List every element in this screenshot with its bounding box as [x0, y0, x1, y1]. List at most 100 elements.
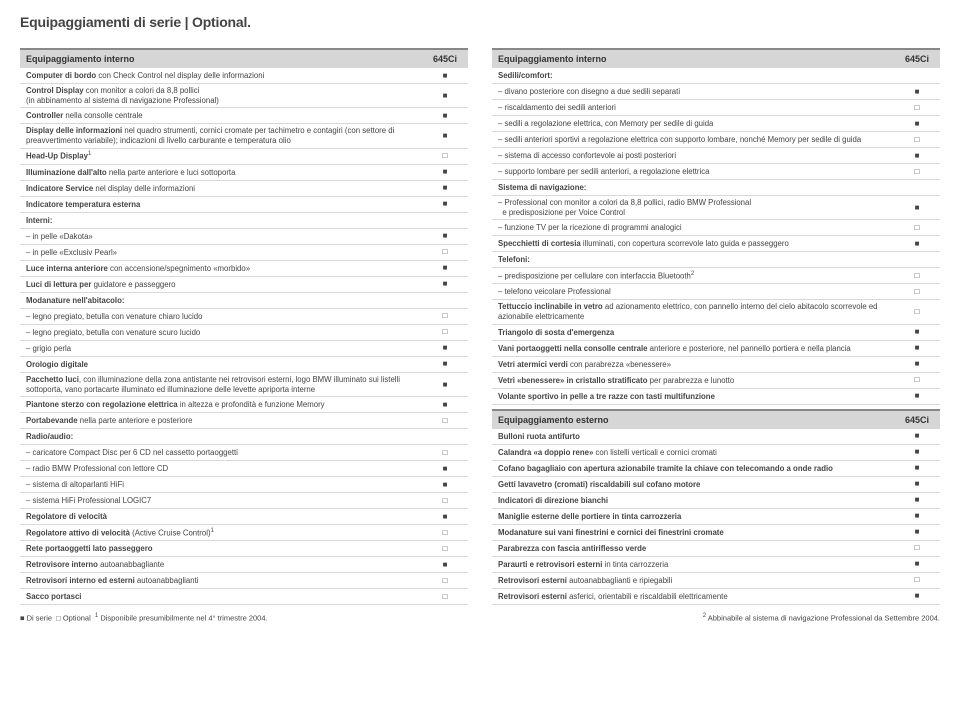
equipment-label: Triangolo di sosta d'emergenza — [498, 328, 900, 338]
equipment-row: Cofano bagagliaio con apertura azionabil… — [492, 461, 940, 477]
equipment-mark: □ — [428, 545, 462, 553]
equipment-row: – sedili a regolazione elettrica, con Me… — [492, 116, 940, 132]
equipment-label: Retrovisore interno autoanabbagliante — [26, 560, 428, 570]
equipment-mark: ■ — [900, 480, 934, 488]
equipment-label: – sistema HiFi Professional LOGIC7 — [26, 496, 428, 506]
equipment-mark: □ — [428, 417, 462, 425]
equipment-label: – in pelle «Dakota» — [26, 232, 428, 242]
footer: ■ Di serie □ Optional 1 Disponibile pres… — [20, 613, 940, 623]
equipment-row: – sistema di accesso confortevole ai pos… — [492, 148, 940, 164]
equipment-row: Maniglie esterne delle portiere in tinta… — [492, 509, 940, 525]
equipment-label: Sacco portasci — [26, 592, 428, 602]
equipment-mark: □ — [428, 529, 462, 537]
equipment-row: Specchietti di cortesia illuminati, con … — [492, 236, 940, 252]
equipment-row: Regolatore di velocità■ — [20, 509, 468, 525]
equipment-label: Paraurti e retrovisori esterni in tinta … — [498, 560, 900, 570]
equipment-label: Indicatore Service nel display delle inf… — [26, 184, 428, 194]
equipment-row: Indicatore Service nel display delle inf… — [20, 181, 468, 197]
equipment-mark: ■ — [428, 184, 462, 192]
equipment-label: Specchietti di cortesia illuminati, con … — [498, 239, 900, 249]
equipment-label: – predisposizione per cellulare con inte… — [498, 271, 900, 281]
equipment-row: Retrovisori esterni asferici, orientabil… — [492, 589, 940, 605]
footer-left: ■ Di serie □ Optional 1 Disponibile pres… — [20, 613, 268, 623]
equipment-row: Regolatore attivo di velocità (Active Cr… — [20, 525, 468, 541]
equipment-label: – divano posteriore con disegno a due se… — [498, 87, 900, 97]
equipment-label: Orologio digitale — [26, 360, 428, 370]
equipment-row: – Professional con monitor a colori da 8… — [492, 196, 940, 220]
equipment-label: Display delle informazioni nel quadro st… — [26, 126, 428, 145]
equipment-label: Rete portaoggetti lato passeggero — [26, 544, 428, 554]
equipment-mark: ■ — [900, 560, 934, 568]
equipment-label: Retrovisori esterni asferici, orientabil… — [498, 592, 900, 602]
equipment-mark: ■ — [428, 360, 462, 368]
equipment-label: Telefoni: — [498, 255, 900, 265]
equipment-label: Vani portaoggetti nella consolle central… — [498, 344, 900, 354]
equipment-label: – supporto lombare per sedili anteriori,… — [498, 167, 900, 177]
equipment-mark: ■ — [900, 328, 934, 336]
equipment-mark: ■ — [428, 132, 462, 140]
equipment-row: Retrovisori esterni autoanabbaglianti e … — [492, 573, 940, 589]
equipment-label: Control Display con monitor a colori da … — [26, 86, 428, 105]
equipment-label: Modanature sui vani finestrini e cornici… — [498, 528, 900, 538]
equipment-mark: ■ — [900, 512, 934, 520]
equipment-label: Controller nella consolle centrale — [26, 111, 428, 121]
section-header: Equipaggiamento interno645Ci — [20, 48, 468, 68]
equipment-mark: ■ — [900, 392, 934, 400]
equipment-row: – legno pregiato, betulla con venature c… — [20, 309, 468, 325]
equipment-label: Head-Up Display1 — [26, 151, 428, 161]
equipment-mark: ■ — [428, 72, 462, 80]
equipment-label: – sedili anteriori sportivi a regolazion… — [498, 135, 900, 145]
equipment-label: – sistema di altoparlanti HiFi — [26, 480, 428, 490]
equipment-label: – telefono veicolare Professional — [498, 287, 900, 297]
equipment-row: – riscaldamento dei sedili anteriori□ — [492, 100, 940, 116]
equipment-row: – predisposizione per cellulare con inte… — [492, 268, 940, 284]
equipment-row: – funzione TV per la ricezione di progra… — [492, 220, 940, 236]
equipment-row: – sistema HiFi Professional LOGIC7□ — [20, 493, 468, 509]
equipment-label: Modanature nell'abitacolo: — [26, 296, 428, 306]
equipment-mark: ■ — [900, 592, 934, 600]
equipment-label: – sedili a regolazione elettrica, con Me… — [498, 119, 900, 129]
equipment-mark: □ — [428, 152, 462, 160]
equipment-row: – in pelle «Dakota»■ — [20, 229, 468, 245]
equipment-mark: □ — [900, 544, 934, 552]
equipment-row: Portabevande nella parte anteriore e pos… — [20, 413, 468, 429]
equipment-row: Rete portaoggetti lato passeggero□ — [20, 541, 468, 557]
equipment-mark: ■ — [428, 264, 462, 272]
equipment-row: Triangolo di sosta d'emergenza■ — [492, 325, 940, 341]
section-header-label: Equipaggiamento interno — [26, 54, 428, 64]
equipment-row: Bulloni ruota antifurto■ — [492, 429, 940, 445]
equipment-mark: □ — [900, 168, 934, 176]
equipment-mark: ■ — [428, 381, 462, 389]
equipment-label: Piantone sterzo con regolazione elettric… — [26, 400, 428, 410]
equipment-mark: □ — [428, 497, 462, 505]
equipment-label: Luce interna anteriore con accensione/sp… — [26, 264, 428, 274]
equipment-mark: ■ — [900, 360, 934, 368]
equipment-label: – in pelle «Exclusiv Pearl» — [26, 248, 428, 258]
equipment-label: Retrovisori esterni autoanabbaglianti e … — [498, 576, 900, 586]
equipment-label: Volante sportivo in pelle a tre razze co… — [498, 392, 900, 402]
equipment-label: Tettuccio inclinabile in vetro ad aziona… — [498, 302, 900, 321]
equipment-mark: □ — [900, 224, 934, 232]
equipment-label: – grigio perla — [26, 344, 428, 354]
equipment-mark: ■ — [900, 464, 934, 472]
equipment-label: Computer di bordo con Check Control nel … — [26, 71, 428, 81]
equipment-mark: □ — [900, 308, 934, 316]
equipment-label: Maniglie esterne delle portiere in tinta… — [498, 512, 900, 522]
equipment-label: Luci di lettura per guidatore e passegge… — [26, 280, 428, 290]
equipment-row: – caricatore Compact Disc per 6 CD nel c… — [20, 445, 468, 461]
equipment-row: Control Display con monitor a colori da … — [20, 84, 468, 108]
equipment-mark: ■ — [428, 168, 462, 176]
equipment-label: – sistema di accesso confortevole ai pos… — [498, 151, 900, 161]
equipment-row: – supporto lombare per sedili anteriori,… — [492, 164, 940, 180]
equipment-row: Vetri «benessere» in cristallo stratific… — [492, 373, 940, 389]
equipment-mark: ■ — [428, 481, 462, 489]
equipment-row: Paraurti e retrovisori esterni in tinta … — [492, 557, 940, 573]
equipment-mark: □ — [900, 272, 934, 280]
equipment-mark: ■ — [428, 401, 462, 409]
equipment-mark: ■ — [428, 200, 462, 208]
section-header: Equipaggiamento esterno645Ci — [492, 409, 940, 429]
equipment-label: Indicatori di direzione bianchi — [498, 496, 900, 506]
equipment-label: Interni: — [26, 216, 428, 226]
equipment-row: Retrovisori interno ed esterni autoanabb… — [20, 573, 468, 589]
equipment-mark: ■ — [900, 528, 934, 536]
